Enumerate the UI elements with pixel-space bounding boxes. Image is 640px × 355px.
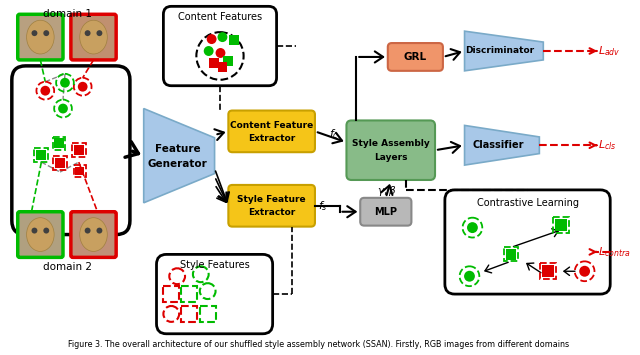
Bar <box>218 62 227 72</box>
Circle shape <box>97 30 102 36</box>
Ellipse shape <box>27 20 54 54</box>
Circle shape <box>464 271 475 282</box>
Circle shape <box>40 86 50 95</box>
Bar <box>163 286 179 302</box>
Bar <box>181 286 197 302</box>
Bar <box>542 266 554 277</box>
Text: Content Features: Content Features <box>178 12 262 22</box>
Bar <box>74 145 84 155</box>
Text: $f_s$: $f_s$ <box>318 199 328 213</box>
Ellipse shape <box>80 218 108 251</box>
Circle shape <box>60 78 70 88</box>
Bar <box>35 148 48 162</box>
Text: Extractor: Extractor <box>248 134 295 143</box>
Bar <box>200 306 216 322</box>
Text: GRL: GRL <box>404 52 427 62</box>
Ellipse shape <box>80 20 108 54</box>
Circle shape <box>97 228 102 234</box>
Text: $f_c$: $f_c$ <box>328 127 339 141</box>
Bar <box>74 165 86 177</box>
Bar <box>53 156 67 170</box>
FancyBboxPatch shape <box>346 120 435 180</box>
FancyBboxPatch shape <box>18 212 63 257</box>
Circle shape <box>44 30 49 36</box>
Bar <box>76 166 84 175</box>
Text: $L_{contra}$: $L_{contra}$ <box>598 245 631 259</box>
Bar <box>55 158 65 168</box>
Circle shape <box>467 222 478 233</box>
Text: Generator: Generator <box>148 159 207 169</box>
Text: Contrastive Learning: Contrastive Learning <box>477 198 579 208</box>
Text: Feature: Feature <box>155 144 200 154</box>
Text: Extractor: Extractor <box>248 208 295 217</box>
Ellipse shape <box>27 218 54 251</box>
Text: Figure 3. The overall architecture of our shuffled style assembly network (SSAN): Figure 3. The overall architecture of ou… <box>68 340 570 349</box>
Text: $L_{cls}$: $L_{cls}$ <box>598 138 617 152</box>
Bar <box>181 306 197 322</box>
FancyBboxPatch shape <box>71 14 116 60</box>
Bar <box>506 249 516 260</box>
Circle shape <box>207 34 216 44</box>
Circle shape <box>218 32 227 42</box>
Text: domain 1: domain 1 <box>44 9 92 19</box>
FancyBboxPatch shape <box>18 14 63 60</box>
FancyBboxPatch shape <box>163 6 276 86</box>
FancyBboxPatch shape <box>360 198 412 226</box>
Text: Layers: Layers <box>374 153 408 162</box>
Text: Classifier: Classifier <box>472 140 524 150</box>
FancyBboxPatch shape <box>228 110 315 152</box>
Polygon shape <box>465 31 543 71</box>
Circle shape <box>216 48 225 58</box>
Text: $L_{adv}$: $L_{adv}$ <box>598 44 621 58</box>
Text: Discriminator: Discriminator <box>465 47 534 55</box>
Circle shape <box>31 30 37 36</box>
Circle shape <box>84 30 91 36</box>
Bar <box>553 217 569 233</box>
Circle shape <box>204 46 214 56</box>
Bar <box>209 58 218 68</box>
FancyBboxPatch shape <box>388 43 443 71</box>
Circle shape <box>579 266 590 277</box>
FancyBboxPatch shape <box>12 66 130 235</box>
Bar <box>555 219 567 230</box>
FancyBboxPatch shape <box>228 185 315 226</box>
FancyBboxPatch shape <box>445 190 610 294</box>
Bar <box>223 56 233 66</box>
Polygon shape <box>465 125 540 165</box>
Polygon shape <box>144 109 214 203</box>
Bar <box>540 263 556 279</box>
Bar <box>36 150 47 160</box>
Bar <box>504 247 518 261</box>
Text: Style Assembly: Style Assembly <box>352 139 429 148</box>
FancyBboxPatch shape <box>71 212 116 257</box>
FancyBboxPatch shape <box>157 255 273 334</box>
Circle shape <box>44 228 49 234</box>
Circle shape <box>78 82 88 92</box>
Bar <box>229 35 239 45</box>
Text: Style Features: Style Features <box>180 260 250 270</box>
Bar <box>52 137 65 150</box>
Circle shape <box>58 104 68 114</box>
Text: Content Feature: Content Feature <box>230 121 313 130</box>
Text: Style Feature: Style Feature <box>237 195 306 204</box>
Circle shape <box>31 228 37 234</box>
Bar <box>72 143 86 157</box>
Bar <box>54 138 64 148</box>
Circle shape <box>84 228 91 234</box>
Text: $\gamma, \beta$: $\gamma, \beta$ <box>377 184 397 198</box>
Text: domain 2: domain 2 <box>44 262 92 272</box>
Text: MLP: MLP <box>374 207 397 217</box>
